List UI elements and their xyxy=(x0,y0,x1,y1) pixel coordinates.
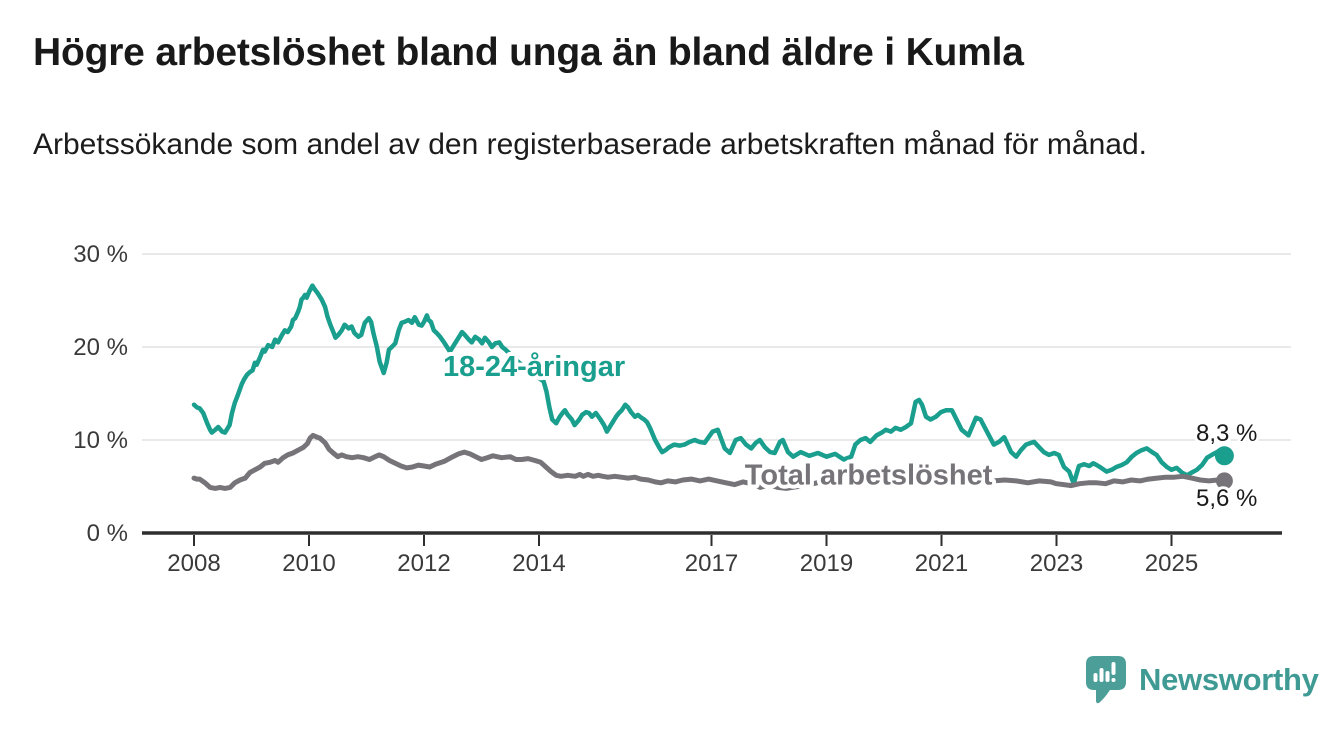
page-title: Högre arbetslöshet bland unga än bland ä… xyxy=(33,31,1024,74)
newsworthy-logo: Newsworthy xyxy=(1086,656,1319,704)
x-tick-label-2017: 2017 xyxy=(685,550,738,577)
newsworthy-logo-icon xyxy=(1086,656,1126,704)
x-tick-label-2008: 2008 xyxy=(167,550,220,577)
chart-subtitle: Arbetssökande som andel av den registerb… xyxy=(33,128,1147,161)
series-line-total xyxy=(191,432,1227,491)
end-value-label-total: 5,6 % xyxy=(1196,485,1257,512)
series-label-youth: 18-24-åringar xyxy=(443,351,625,383)
x-tick-label-2010: 2010 xyxy=(282,550,335,577)
x-tick-label-2021: 2021 xyxy=(915,550,968,577)
x-tick-label-2012: 2012 xyxy=(397,550,450,577)
x-tick-label-2019: 2019 xyxy=(800,550,853,577)
series-line-youth xyxy=(191,283,1227,486)
x-tick-label-2014: 2014 xyxy=(512,550,565,577)
x-tick-label-2023: 2023 xyxy=(1030,550,1083,577)
y-tick-label-20: 20 % xyxy=(73,334,128,361)
end-value-label-youth: 8,3 % xyxy=(1196,420,1257,447)
end-dot-youth xyxy=(1214,446,1234,466)
unemployment-line-chart: 18-24-åringar Total arbetslöshet 8,3 % 5,6 … xyxy=(73,241,1291,577)
y-tick-label-30: 30 % xyxy=(73,241,128,268)
bar-chart-glyph xyxy=(1093,662,1116,682)
series-label-total: Total arbetslöshet xyxy=(745,460,993,492)
y-tick-label-0: 0 % xyxy=(87,520,128,547)
x-tick-label-2025: 2025 xyxy=(1145,550,1198,577)
y-tick-label-10: 10 % xyxy=(73,427,128,454)
end-dot-total xyxy=(1215,472,1233,490)
newsworthy-logo-text: Newsworthy xyxy=(1139,662,1319,697)
